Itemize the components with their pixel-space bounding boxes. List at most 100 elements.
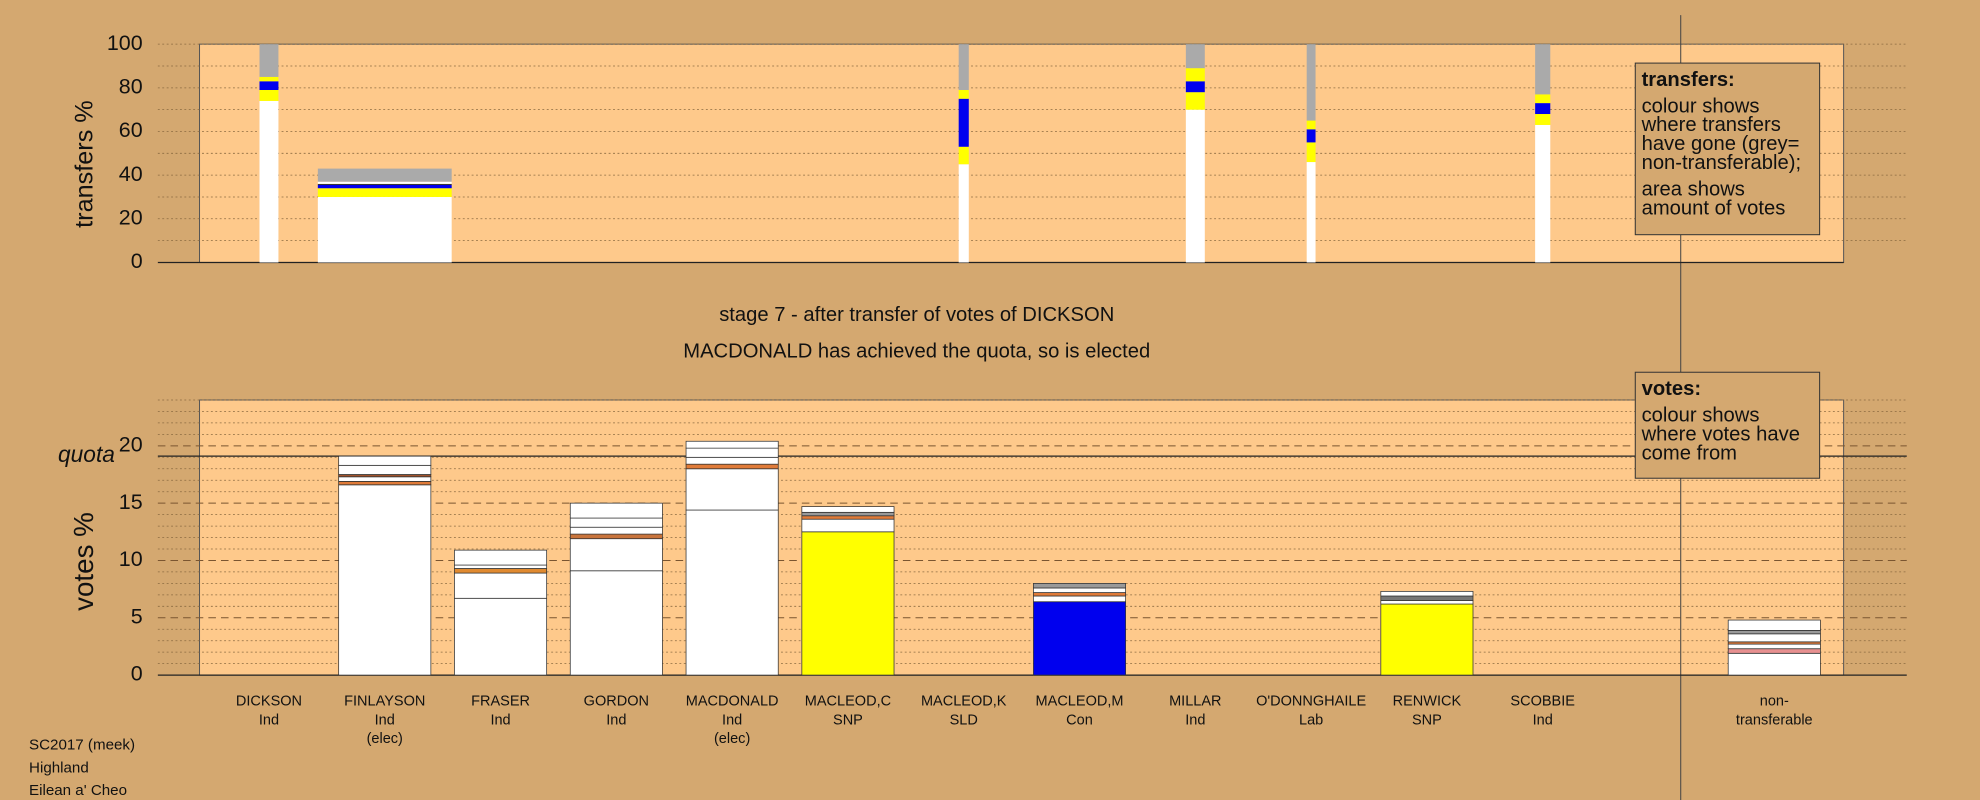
legend-text: colour shows where votes have come from <box>1641 405 1800 465</box>
bar-segment <box>1535 124 1551 263</box>
bar-segment <box>259 81 279 91</box>
category-label: SCOBBIE Ind <box>1498 693 1586 731</box>
quota-label: quota <box>58 441 115 467</box>
bar-segment <box>259 76 279 82</box>
category-label: MACDONALD Ind (elec) <box>686 693 779 750</box>
bar-segment <box>569 502 663 519</box>
bar-segment <box>569 517 663 528</box>
bar-segment <box>958 146 969 165</box>
bar-segment <box>801 515 895 520</box>
legend-box <box>1634 62 1821 236</box>
bar-segment <box>685 463 779 470</box>
bar-segment <box>317 183 452 185</box>
category-label-box: DICKSON Ind <box>225 693 313 731</box>
category-party: Lab <box>1299 712 1324 729</box>
bar-segment <box>801 506 895 513</box>
legend-content: transfers: colour shows where transfers h… <box>1635 63 1819 233</box>
category-label-box: MACDONALD Ind (elec) <box>686 693 779 750</box>
bar-segment <box>1033 583 1126 589</box>
bar-segment <box>685 447 779 458</box>
bar-segment <box>1185 44 1205 69</box>
bar-segment <box>1306 129 1316 143</box>
category-party: Ind <box>1532 712 1553 729</box>
category-label: RENWICK SNP <box>1383 693 1471 731</box>
bar-segment <box>1380 603 1474 676</box>
legend-title: votes: <box>1641 378 1702 400</box>
title: stage 7 - after transfer of votes of DIC… <box>719 304 1114 326</box>
legend-box <box>1634 371 1821 479</box>
category-label: FRASER Ind <box>471 694 530 729</box>
y-axis-label: transfers % <box>71 100 99 228</box>
category-label-box: O'DONNGHAILE Lab <box>1256 693 1366 731</box>
category-label: MACLEOD,C SNP <box>804 693 892 731</box>
category-name: non-transferable <box>1735 694 1813 729</box>
bar-segment <box>958 98 969 147</box>
footer-text: Eilean a' Cheo <box>29 782 127 799</box>
bar-segment <box>1727 648 1821 654</box>
bar-segment <box>317 188 452 197</box>
bar-segment <box>1727 643 1821 650</box>
bar-segment <box>1306 44 1316 121</box>
category-label-box: MACLEOD,K SLD <box>920 693 1008 731</box>
bar-segment <box>1185 81 1205 93</box>
category-party: Ind <box>722 712 743 729</box>
bar-segment <box>1185 68 1205 82</box>
category-label: DICKSON Ind <box>225 693 313 731</box>
category-name: GORDON <box>583 694 650 710</box>
category-name: MACLEOD,K <box>920 694 1007 710</box>
category-label-box: MACLEOD,M Con <box>1035 693 1124 731</box>
category-name: MACLEOD,M <box>1035 694 1124 710</box>
footer-text: SC2017 (meek) <box>29 737 135 754</box>
bar-segment <box>317 168 452 182</box>
y-tick-label: 100 <box>107 31 143 55</box>
bar-segment <box>1727 630 1821 635</box>
category-note: (elec) <box>713 731 751 748</box>
y-tick-label: 20 <box>119 205 143 229</box>
bar-segment <box>259 90 279 101</box>
category-label-box: MACLEOD,C SNP <box>804 693 892 731</box>
y-tick-label: 20 <box>119 433 143 457</box>
category-party: Ind <box>490 712 511 729</box>
bar-segment <box>1535 94 1551 104</box>
y-tick-label: 5 <box>131 604 143 628</box>
footer-text: Highland <box>29 759 89 776</box>
bar-segment <box>454 549 548 566</box>
bar-segment <box>801 511 895 517</box>
bar-segment <box>569 526 663 535</box>
bar-segment <box>569 533 663 540</box>
category-name: SCOBBIE <box>1510 694 1575 710</box>
category-note: (elec) <box>366 731 403 748</box>
category-label: FINLAYSON Ind (elec) <box>344 694 425 748</box>
category-label: non-transferable <box>1735 694 1813 729</box>
legend-text: area shows amount of votes <box>1641 179 1786 220</box>
y-tick-label: 0 <box>131 662 143 686</box>
bar-segment <box>958 164 969 263</box>
bar-segment <box>801 531 895 676</box>
category-name: MACLEOD,C <box>804 694 892 710</box>
legend-content: votes: colour shows where votes have come… <box>1635 372 1819 478</box>
bar-segment <box>685 509 779 676</box>
legend: votes: colour shows where votes have come… <box>1635 372 1819 478</box>
bar-segment <box>685 468 779 511</box>
category-party: SNP <box>833 712 863 729</box>
category-label-box: MILLAR Ind <box>1151 693 1239 731</box>
y-tick-label: 10 <box>119 547 143 571</box>
bar-segment <box>1306 142 1316 163</box>
bar-segment <box>259 100 279 263</box>
bar-segment <box>338 484 432 676</box>
bar-segment <box>569 538 663 572</box>
bar-segment <box>1033 601 1126 676</box>
category-label-box: RENWICK SNP <box>1383 693 1471 731</box>
y-tick-label: 80 <box>119 75 143 99</box>
bar-segment <box>1535 44 1551 95</box>
category-label-box: SCOBBIE Ind <box>1498 693 1586 731</box>
bar-segment <box>317 181 452 184</box>
bar-segment <box>259 44 279 77</box>
category-label: MACLEOD,K SLD <box>920 693 1008 731</box>
bar-segment <box>317 184 452 189</box>
bar-segment <box>338 455 432 466</box>
bar-segment <box>454 568 548 574</box>
bar-segment <box>685 456 779 465</box>
category-name: MILLAR <box>1169 694 1222 710</box>
